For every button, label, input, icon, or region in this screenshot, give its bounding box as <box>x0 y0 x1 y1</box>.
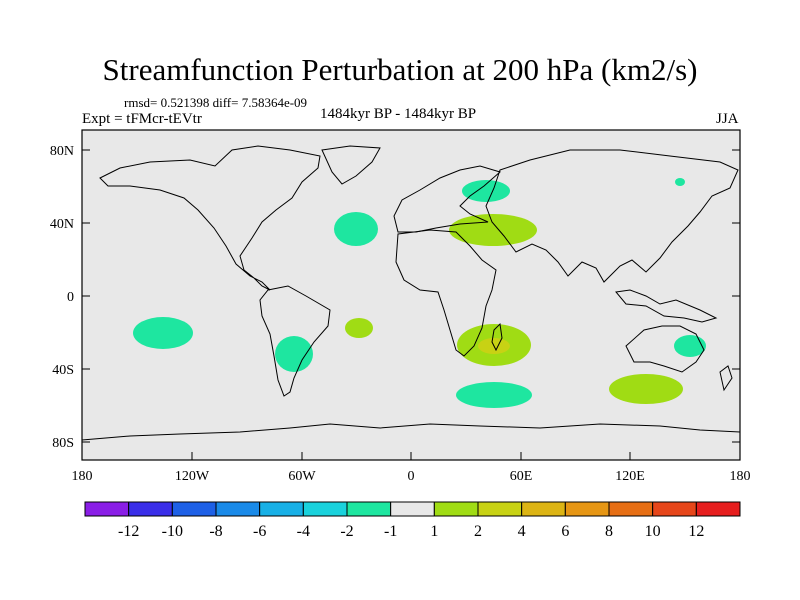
lat-axis <box>82 149 740 443</box>
colorbar-box-6 <box>346 501 392 517</box>
colorbar-label-0: -12 <box>118 523 139 540</box>
lon-tick-120w: 120W <box>175 469 210 484</box>
anomaly-positive-southatlantic <box>345 318 373 338</box>
colorbar-box-11 <box>564 501 610 517</box>
map-title: Streamfunction Perturbation at 200 hPa (… <box>102 52 698 87</box>
period-label: 1484kyr BP - 1484kyr BP <box>320 106 477 122</box>
colorbar-label-1: -10 <box>162 523 183 540</box>
lat-tick-0: 0 <box>67 290 74 305</box>
colorbar-label-8: 2 <box>474 523 482 540</box>
colorbar-box-2 <box>171 501 217 517</box>
lon-tick-60w: 60W <box>288 469 316 484</box>
anomaly-negative-southpacific <box>133 317 193 349</box>
lat-tick-40n: 40N <box>50 217 74 232</box>
colorbar-label-10: 6 <box>561 523 569 540</box>
lon-tick-180e: 180 <box>730 469 751 484</box>
stats-text: rmsd= 0.521398 diff= 7.58364e-09 <box>124 95 308 110</box>
coast-greenland <box>321 145 381 185</box>
map-background <box>82 130 740 460</box>
anomaly-negative-southamerica <box>275 336 313 372</box>
colorbar-box-7 <box>390 501 435 517</box>
colorbar-label-6: -1 <box>384 523 397 540</box>
lon-tick-0: 0 <box>408 469 415 484</box>
colorbar-label-2: -8 <box>209 523 222 540</box>
anomaly-negative-northeurope <box>462 180 510 202</box>
coast-australia <box>625 325 705 373</box>
colorbar-box-12 <box>608 501 654 517</box>
anomaly-negative-northatlantic <box>334 212 378 246</box>
coast-europe <box>393 165 502 233</box>
colorbar-box-8 <box>433 501 479 517</box>
colorbar-box-4 <box>259 501 304 517</box>
lat-tick-80s: 80S <box>52 436 74 451</box>
anomaly-positive-southaustralia <box>609 374 683 404</box>
colorbar-box-10 <box>521 501 566 517</box>
lat-tick-40s: 40S <box>52 363 74 378</box>
lon-axis <box>81 452 741 460</box>
coast-africa <box>395 229 497 357</box>
coast-madagascar <box>491 322 503 352</box>
colorbar <box>84 501 741 517</box>
coast-southeast-islands <box>615 289 718 323</box>
coastlines <box>81 145 741 441</box>
lat-tick-80n: 80N <box>50 144 74 159</box>
colorbar-box-1 <box>128 501 173 517</box>
colorbar-label-9: 4 <box>518 523 526 540</box>
anomaly-blobs <box>133 178 706 408</box>
anomaly-negative-eastasia <box>675 178 685 186</box>
colorbar-box-3 <box>215 501 261 517</box>
colorbar-label-5: -2 <box>340 523 353 540</box>
coast-new-zealand <box>719 365 733 392</box>
colorbar-box-13 <box>652 501 697 517</box>
coast-antarctica <box>81 423 741 441</box>
colorbar-label-4: -4 <box>297 523 310 540</box>
lon-tick-180w: 180 <box>72 469 93 484</box>
lon-tick-60e: 60E <box>510 469 533 484</box>
coast-north-america <box>99 145 321 291</box>
colorbar-label-3: -6 <box>253 523 266 540</box>
coast-asia <box>485 149 739 283</box>
colorbar-box-5 <box>302 501 348 517</box>
colorbar-label-7: 1 <box>430 523 438 540</box>
season-label: JJA <box>716 111 739 127</box>
colorbar-label-11: 8 <box>605 523 613 540</box>
colorbar-box-9 <box>477 501 523 517</box>
colorbar-box-0 <box>84 501 130 517</box>
colorbar-label-13: 12 <box>688 523 704 540</box>
experiment-label: Expt = tFMcr-tEVtr <box>82 111 202 127</box>
lon-tick-120e: 120E <box>615 469 645 484</box>
anomaly-negative-southindian <box>456 382 532 408</box>
anomaly-negative-eastaustralia <box>674 335 706 357</box>
anomaly-positive-mideast <box>449 214 537 246</box>
colorbar-labels: -12 -10 -8 -6 -4 -2 -1 1 2 4 6 8 10 12 <box>118 523 704 540</box>
colorbar-label-12: 10 <box>645 523 661 540</box>
colorbar-box-14 <box>695 501 741 517</box>
coast-south-america <box>259 285 331 397</box>
